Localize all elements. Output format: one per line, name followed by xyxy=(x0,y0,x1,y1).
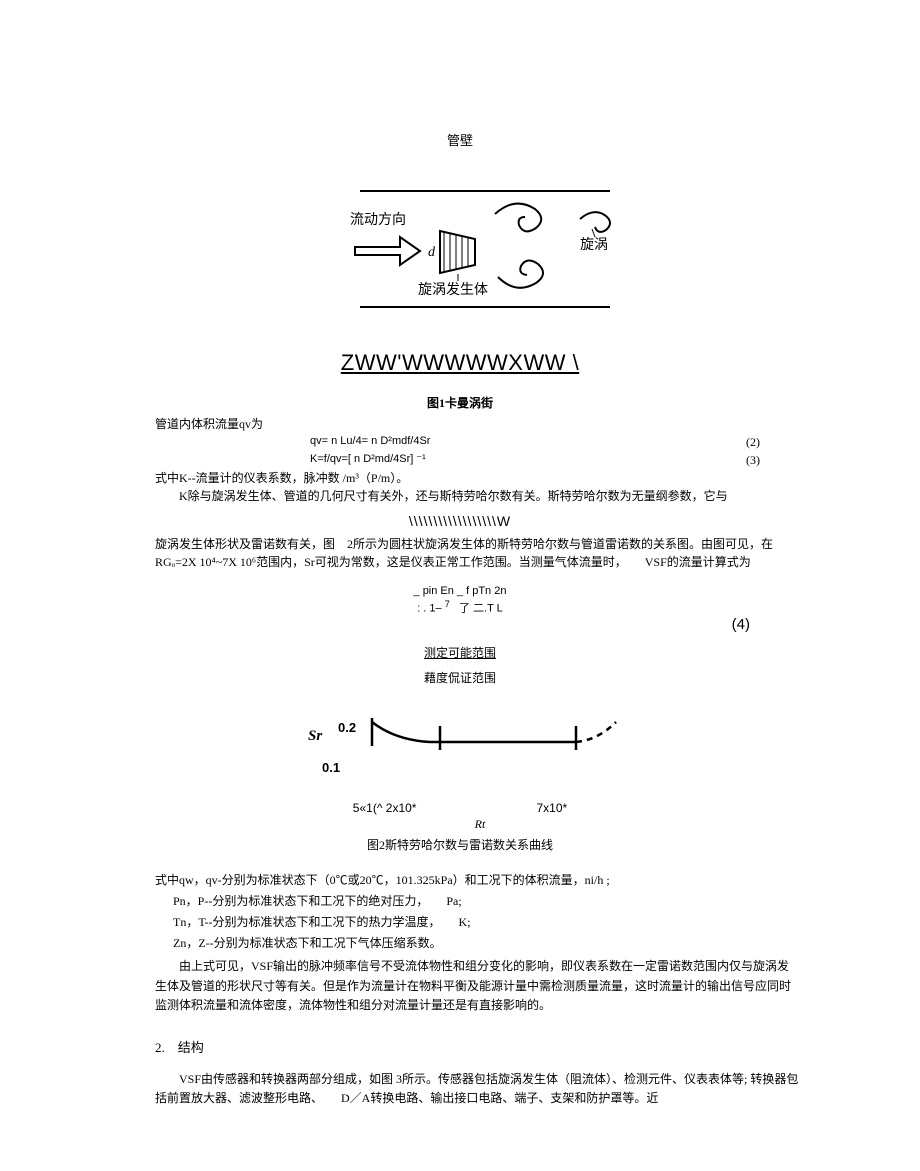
section-2-body: VSF由传感器和转换器两部分组成，如图 3所示。传感器包括旋涡发生体（阻流体）、… xyxy=(155,1070,800,1108)
axis-right-val: 7x10* xyxy=(536,801,567,815)
eq2-num: (2) xyxy=(746,433,760,451)
eq4-bot: 了 二.T L xyxy=(459,603,503,615)
y-tick-01: 0.1 xyxy=(322,760,340,775)
eq4-prefix: : . 1– xyxy=(417,603,441,615)
vortex-label: 旋涡 xyxy=(580,237,608,253)
section-2-heading: 2. 结构 xyxy=(155,1037,920,1056)
flow-direction-label: 流动方向 xyxy=(350,212,406,228)
eq3-num: (3) xyxy=(746,451,760,469)
rt-axis-label: Rt xyxy=(40,817,920,832)
figure-2-strouhal-curve: Sr 0.2 0.1 xyxy=(0,704,920,789)
def-zn: Zn，Z--分别为标准状态下和工况下气体压缩系数。 xyxy=(155,934,800,953)
def-pn: Pn，P--分别为标准状态下和工况下的绝对压力， Pa; xyxy=(155,892,800,911)
k-description: 式中K--流量计的仪表系数，脉冲数 /m³（P/m）。 xyxy=(155,469,800,487)
eq4-sup: 7 xyxy=(445,599,450,609)
paragraph-after-hatch: 旋涡发生体形状及雷诺数有关，图 2所示为圆柱状旋涡发生体的斯特劳哈尔数与管道雷诺… xyxy=(155,535,800,571)
equation-3: K=f/qv=[ n D²md/4Sr] ⁻¹ (3) xyxy=(310,451,760,469)
figure-1-vortex-street: 流动方向 d 旋涡发生体 旋涡 xyxy=(0,179,920,324)
eq2-lhs: qv= n Lu/4= n D²mdf/4Sr xyxy=(310,433,430,451)
eq3-lhs: K=f/qv=[ n D²md/4Sr] ⁻¹ xyxy=(310,451,426,469)
variable-definitions: 式中qw，qv-分别为标准状态下（0℃或20℃，101.325kPa）和工况下的… xyxy=(155,871,800,1015)
eq4-num: (4) xyxy=(732,616,750,633)
equation-2: qv= n Lu/4= n D²mdf/4Sr (2) xyxy=(310,433,760,451)
axis-left-val: 5«1(^ 2x10* xyxy=(353,801,417,815)
d-label: d xyxy=(428,245,436,260)
decorative-underline-text: ZWW'WWWWWXWW \ xyxy=(0,350,920,376)
k-note: K除与旋涡发生体、管道的几何尺寸有关外，还与斯特劳哈尔数有关。斯特劳哈尔数为无量… xyxy=(155,487,800,505)
hatch-pattern-text: \\\\\\\\\\\\\\\\\\W xyxy=(0,513,920,529)
fig2-x-axis-values: 5«1(^ 2x10* 7x10* xyxy=(0,801,920,815)
pipe-wall-label: 管壁 xyxy=(0,130,920,149)
equation-4: _ pin En _ f pTn 2n : . 1– 7 了 二.T L (4) xyxy=(0,585,920,616)
sr-axis-label: Sr xyxy=(308,728,322,744)
eq4-top: _ pin En _ f pTn 2n xyxy=(0,585,920,597)
def-tn: Tn，T--分别为标准状态下和工况下的热力学温度， K; xyxy=(155,913,800,932)
accuracy-range-label: 藉度侃证范围 xyxy=(0,669,920,686)
qv-intro: 管道内体积流量qv为 xyxy=(155,415,800,433)
vortex-generator-label: 旋涡发生体 xyxy=(418,282,488,298)
figure-2-caption: 图2斯特劳哈尔数与雷诺数关系曲线 xyxy=(0,836,920,853)
figure-1-caption: 图1卡曼涡街 xyxy=(0,394,920,411)
measurement-range-label: 测定可能范围 xyxy=(0,644,920,661)
conclusion-paragraph: 由上式可见，VSF输出的脉冲频率信号不受流体物性和组分变化的影响，即仪表系数在一… xyxy=(155,957,800,1015)
y-tick-02: 0.2 xyxy=(338,720,356,735)
def-qw: 式中qw，qv-分别为标准状态下（0℃或20℃，101.325kPa）和工况下的… xyxy=(155,871,800,890)
